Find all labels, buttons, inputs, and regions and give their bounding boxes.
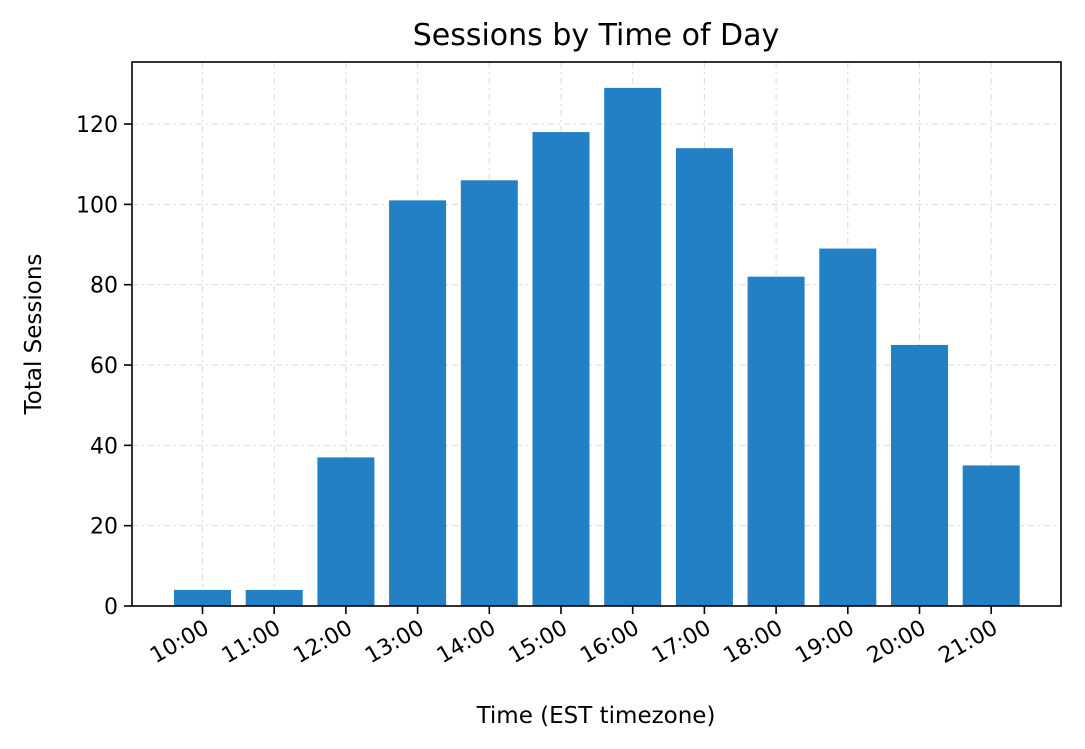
bar-1000 xyxy=(174,589,231,606)
x-tick-label: 15:00 xyxy=(505,616,572,669)
bars xyxy=(174,87,1020,607)
x-axis-label: Time (EST timezone) xyxy=(476,703,716,729)
plot-frame xyxy=(131,61,1062,607)
x-tick-label: 12:00 xyxy=(289,616,356,669)
bar-1500 xyxy=(532,132,590,606)
x-tick-label: 16:00 xyxy=(576,616,643,669)
bar-1400 xyxy=(460,180,518,607)
bar-1700 xyxy=(675,148,733,607)
x-tick-label: 11:00 xyxy=(218,616,285,669)
y-tick-label: 80 xyxy=(90,274,118,299)
y-tick-label: 100 xyxy=(76,193,118,218)
chart-title: Sessions by Time of Day xyxy=(413,18,780,53)
bar-1600 xyxy=(604,87,662,606)
x-tick-label: 17:00 xyxy=(648,616,715,669)
x-axis: 10:00 11:00 12:00 13:00 14:00 15:00 16:00 17:00… xyxy=(146,606,1002,669)
bar-2100 xyxy=(962,465,1020,606)
y-axis-label: Total Sessions xyxy=(21,254,47,416)
x-tick-label: 20:00 xyxy=(863,616,930,669)
y-tick-label: 120 xyxy=(76,113,118,138)
x-tick-label: 18:00 xyxy=(720,616,787,669)
x-tick-label: 10:00 xyxy=(146,616,213,669)
y-tick-label: 20 xyxy=(90,515,118,540)
x-tick-label: 19:00 xyxy=(791,616,858,669)
x-tick-label: 14:00 xyxy=(433,616,500,669)
bar-2000 xyxy=(891,344,948,606)
x-tick-label: 13:00 xyxy=(361,616,428,669)
y-tick-label: 0 xyxy=(104,595,118,620)
bar-1200 xyxy=(317,457,375,606)
x-tick-label: 21:00 xyxy=(935,616,1002,669)
y-tick-label: 40 xyxy=(90,434,118,459)
bar-1100 xyxy=(245,589,303,606)
y-axis: 0 20 40 60 80 100 120 xyxy=(76,113,132,620)
bar-1800 xyxy=(747,276,805,606)
bar-1900 xyxy=(819,248,877,606)
y-tick-label: 60 xyxy=(90,354,118,379)
bar-1300 xyxy=(389,200,447,606)
